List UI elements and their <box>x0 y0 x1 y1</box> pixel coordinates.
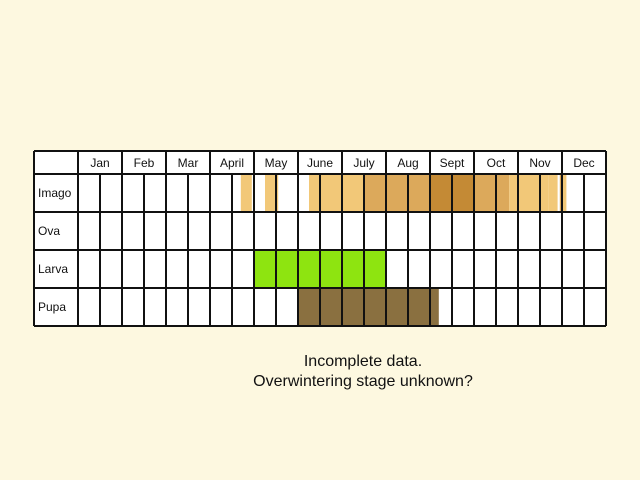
month-label-jan: Jan <box>90 156 109 170</box>
bar-imago-0 <box>240 174 252 212</box>
bar-imago-9 <box>518 174 549 212</box>
month-label-feb: Feb <box>134 156 155 170</box>
bar-imago-10 <box>548 174 558 212</box>
bar-imago-1 <box>265 174 279 212</box>
month-label-nov: Nov <box>529 156 550 170</box>
month-label-mar: Mar <box>178 156 199 170</box>
month-label-dec: Dec <box>573 156 594 170</box>
row-label-larva: Larva <box>38 262 68 276</box>
bar-imago-12 <box>562 174 567 212</box>
month-label-june: June <box>307 156 333 170</box>
row-label-imago: Imago <box>38 186 72 200</box>
row-label-ova: Ova <box>38 224 60 238</box>
bar-imago-8 <box>509 174 518 212</box>
month-label-aug: Aug <box>397 156 418 170</box>
bar-imago-11 <box>559 174 562 212</box>
bar-pupa-3 <box>430 288 439 326</box>
bar-imago-3 <box>342 174 364 212</box>
month-label-may: May <box>265 156 288 170</box>
note-overwintering: Overwintering stage unknown? <box>253 373 473 390</box>
bar-imago-7 <box>474 174 510 212</box>
month-label-sept: Sept <box>440 156 465 170</box>
note-incomplete-data: Incomplete data. <box>303 353 423 370</box>
month-label-oct: Oct <box>487 156 506 170</box>
bar-imago-4 <box>364 174 386 212</box>
month-label-april: April <box>220 156 244 170</box>
month-label-july: July <box>353 156 374 170</box>
bar-imago-2 <box>309 174 342 212</box>
row-label-pupa: Pupa <box>38 300 66 314</box>
